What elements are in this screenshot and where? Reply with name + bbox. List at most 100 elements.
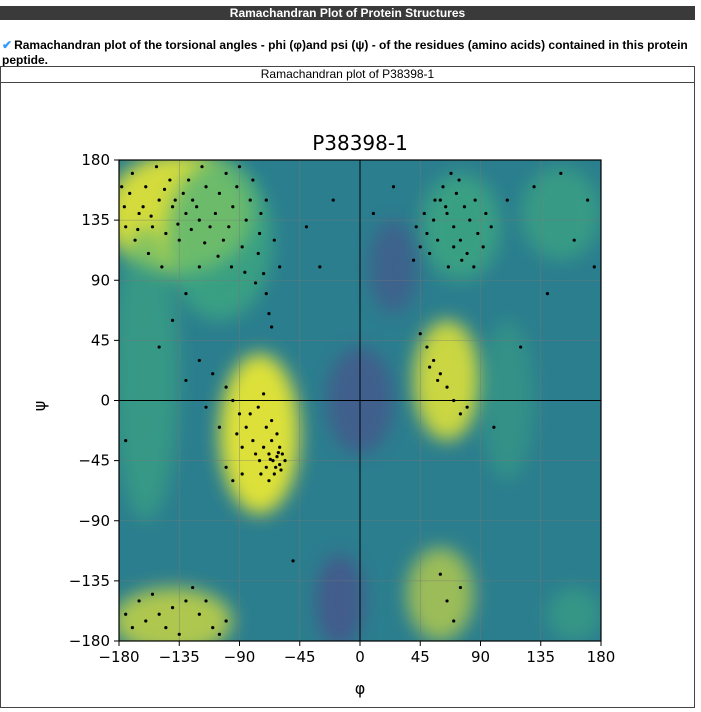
x-tick-label: 135 (526, 648, 555, 666)
data-point (248, 412, 252, 416)
data-point (150, 225, 155, 229)
data-point (484, 211, 488, 216)
data-point (149, 214, 153, 218)
density-region (219, 353, 300, 515)
data-point (168, 178, 172, 182)
ramachandran-plot: −180 −135 −90 −45 0 45 90 135 180 180 135 90 45 0 −45 −… (30, 131, 616, 698)
data-point (472, 265, 476, 269)
data-point (428, 365, 432, 369)
data-point (264, 465, 268, 469)
data-point (446, 265, 450, 269)
data-point (235, 185, 239, 189)
data-point (248, 198, 252, 202)
data-point (217, 425, 222, 429)
data-point (272, 238, 276, 242)
y-tick-label: 180 (81, 151, 110, 169)
data-point (137, 211, 141, 216)
data-point (445, 211, 449, 216)
data-point (559, 171, 563, 175)
data-point (240, 245, 244, 249)
data-point (244, 218, 248, 222)
data-point (444, 205, 448, 209)
data-point (235, 432, 239, 436)
data-point (189, 227, 193, 232)
data-point (256, 405, 260, 409)
data-point (154, 165, 159, 169)
data-point (204, 599, 208, 603)
data-point (592, 265, 596, 269)
data-point (468, 218, 472, 222)
data-point (204, 185, 208, 189)
data-point (489, 225, 493, 229)
data-point (176, 222, 180, 226)
data-point (425, 231, 429, 236)
x-tick-label: 45 (411, 648, 430, 666)
data-point (122, 205, 126, 209)
data-point (157, 345, 161, 349)
data-point (271, 459, 275, 463)
data-point (465, 251, 469, 256)
data-point (458, 238, 463, 242)
chart-title: P38398-1 (312, 131, 408, 155)
data-point (462, 205, 467, 209)
x-tick-label: 90 (471, 648, 490, 666)
y-tick-label: 135 (81, 211, 110, 229)
data-point (141, 205, 145, 209)
data-point (268, 457, 272, 461)
data-point (124, 612, 128, 616)
data-point (120, 185, 124, 189)
data-point (452, 398, 456, 403)
data-point (411, 258, 416, 262)
data-point (144, 619, 148, 623)
data-point (275, 455, 279, 459)
x-tick-label: −135 (159, 648, 200, 666)
density-region (413, 320, 481, 441)
data-point (432, 218, 436, 222)
data-point (170, 205, 175, 209)
data-point (262, 445, 266, 449)
data-point (221, 238, 226, 242)
data-point (425, 345, 429, 349)
density-region (165, 160, 273, 321)
data-point (283, 459, 287, 463)
data-point (184, 211, 188, 216)
data-point (150, 592, 155, 596)
data-point (173, 198, 177, 202)
data-point (458, 585, 463, 590)
data-point (237, 412, 242, 416)
data-point (197, 358, 201, 363)
data-point (157, 612, 161, 616)
data-point (130, 171, 134, 175)
data-point (213, 211, 217, 216)
data-point (231, 479, 235, 483)
data-point (224, 171, 228, 175)
data-point (204, 405, 208, 409)
data-point (278, 265, 282, 269)
x-tick-label: 180 (587, 648, 616, 666)
y-tick-label: 0 (100, 392, 110, 410)
data-point (428, 251, 432, 256)
data-point (257, 459, 262, 463)
x-tick-label: −180 (98, 648, 139, 666)
data-point (137, 599, 141, 603)
data-point (224, 465, 228, 469)
data-point (280, 452, 284, 456)
data-point (481, 245, 485, 249)
data-point (130, 626, 134, 630)
data-point (262, 271, 266, 276)
data-point (170, 318, 175, 322)
page-banner-title: Ramachandran Plot of Protein Structures (0, 6, 695, 20)
data-point (454, 191, 458, 196)
data-point (244, 425, 248, 429)
axis-ticks: −180 −135 −90 −45 0 45 90 135 180 180 135 90 45 0 −45 −… (69, 151, 616, 666)
data-point (270, 325, 274, 329)
data-point (124, 438, 128, 443)
data-point (422, 211, 426, 216)
data-point (195, 205, 199, 209)
scatter-points (120, 165, 596, 636)
data-point (445, 599, 449, 603)
data-point (264, 292, 268, 296)
data-point (545, 292, 550, 296)
data-point (184, 378, 188, 383)
data-point (259, 472, 263, 476)
